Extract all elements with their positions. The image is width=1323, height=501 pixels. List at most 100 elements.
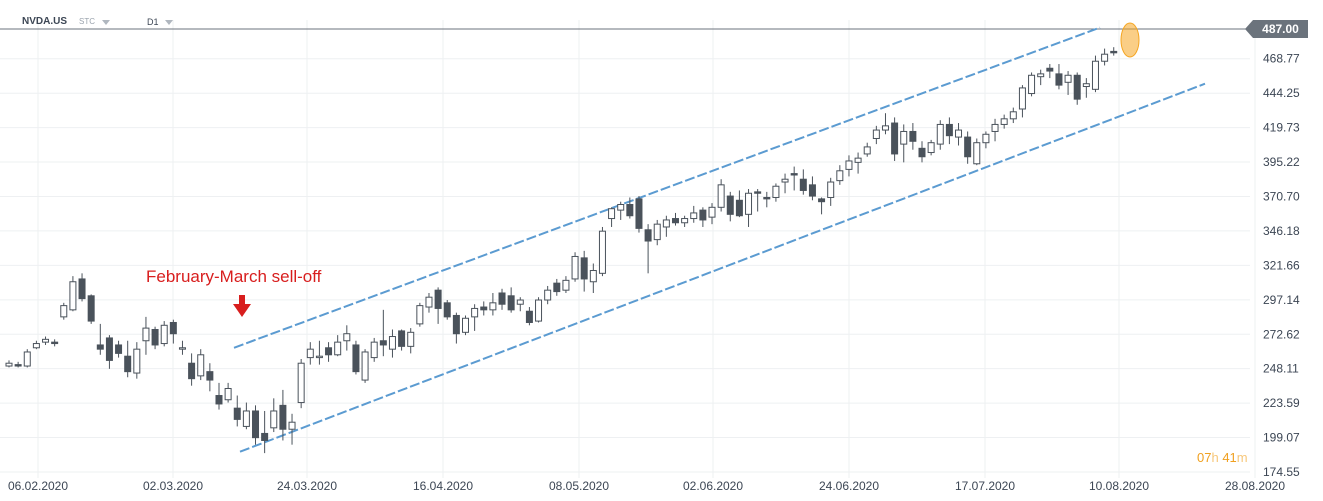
bull-candle-body bbox=[608, 208, 616, 220]
bull-candle-body bbox=[489, 302, 497, 311]
candle bbox=[151, 326, 159, 350]
y-tick-label: 174.55 bbox=[1263, 465, 1300, 479]
candle bbox=[745, 189, 753, 227]
bull-candle-body bbox=[927, 142, 935, 154]
candle bbox=[635, 196, 643, 233]
bear-candle-body bbox=[206, 371, 214, 381]
candle bbox=[334, 335, 342, 357]
candle bbox=[443, 300, 451, 320]
bear-candle-body bbox=[14, 364, 22, 367]
y-tick-label: 395.22 bbox=[1263, 155, 1300, 169]
bear-candle-body bbox=[1110, 50, 1118, 54]
candle bbox=[42, 336, 50, 345]
candle-timer: 07h 41m bbox=[1197, 450, 1248, 465]
bull-candle-body bbox=[69, 281, 77, 311]
candle bbox=[808, 176, 816, 201]
annotation-text: February-March sell-off bbox=[146, 267, 322, 286]
symbol-label[interactable]: NVDA.US bbox=[22, 16, 68, 27]
current-price-badge: 487.00 bbox=[1245, 20, 1308, 38]
bull-candle-body bbox=[471, 307, 479, 318]
bear-candle-body bbox=[644, 229, 652, 242]
candle bbox=[233, 395, 241, 427]
timer-hours: 07 bbox=[1197, 450, 1212, 465]
candle bbox=[845, 155, 853, 177]
candle bbox=[471, 304, 479, 331]
bear-candle-body bbox=[480, 306, 488, 311]
bull-candle-body bbox=[827, 181, 835, 198]
bear-candle-body bbox=[1046, 67, 1054, 72]
candle bbox=[142, 316, 150, 355]
candle bbox=[1073, 72, 1081, 105]
bear-candle-body bbox=[352, 344, 360, 373]
bull-candle-body bbox=[425, 296, 433, 308]
candle bbox=[462, 315, 469, 336]
candle bbox=[562, 276, 570, 293]
timeframe-label[interactable]: D1 bbox=[147, 17, 159, 27]
bull-candle-body bbox=[717, 184, 725, 208]
candle bbox=[288, 413, 296, 445]
bull-candle-body bbox=[160, 324, 168, 345]
x-tick-label: 08.05.2020 bbox=[549, 479, 609, 493]
bear-candle-body bbox=[379, 340, 387, 346]
bear-candle-body bbox=[51, 341, 59, 345]
bear-candle-body bbox=[87, 295, 95, 322]
chevron-down-icon[interactable] bbox=[102, 20, 110, 25]
bull-candle-body bbox=[1009, 111, 1017, 120]
bear-candle-body bbox=[818, 198, 826, 203]
candles bbox=[5, 47, 1118, 454]
candle bbox=[279, 389, 287, 441]
candle bbox=[681, 215, 689, 227]
candle bbox=[918, 141, 926, 163]
bull-candle-body bbox=[60, 305, 68, 318]
y-tick-label: 297.14 bbox=[1263, 293, 1300, 307]
candle bbox=[580, 250, 588, 292]
candle bbox=[1037, 69, 1045, 86]
bear-candle-body bbox=[580, 257, 588, 280]
bear-candle-body bbox=[452, 314, 460, 335]
candle bbox=[1028, 72, 1036, 97]
x-tick-label: 24.03.2020 bbox=[277, 479, 337, 493]
bear-candle-body bbox=[553, 282, 561, 293]
candle bbox=[717, 179, 725, 212]
candle bbox=[790, 166, 798, 191]
bear-candle-body bbox=[215, 395, 223, 405]
bull-candle-body bbox=[334, 341, 342, 356]
bull-candle-body bbox=[845, 160, 853, 170]
x-tick-label: 02.06.2020 bbox=[683, 479, 743, 493]
bull-candle-body bbox=[535, 299, 543, 322]
bull-candle-body bbox=[1028, 74, 1036, 95]
candle bbox=[416, 302, 424, 327]
candle bbox=[197, 349, 205, 381]
chevron-down-icon[interactable] bbox=[165, 20, 173, 25]
y-tick-label: 468.77 bbox=[1263, 52, 1300, 66]
candle bbox=[735, 190, 743, 218]
channel-upper-line bbox=[233, 26, 1101, 349]
bear-candle-body bbox=[434, 289, 442, 309]
bull-candle-body bbox=[462, 317, 469, 333]
chart-header: NVDA.US STC D1 bbox=[0, 0, 1323, 36]
candle bbox=[763, 191, 771, 208]
candle bbox=[571, 252, 579, 282]
y-tick-label: 444.25 bbox=[1263, 86, 1300, 100]
bear-candle-body bbox=[398, 330, 406, 347]
bear-candle-body bbox=[726, 195, 734, 215]
bull-candle-body bbox=[781, 178, 789, 183]
candle bbox=[370, 337, 378, 362]
bear-candle-body bbox=[252, 410, 260, 439]
bull-candle-body bbox=[288, 421, 296, 430]
y-tick-label: 321.66 bbox=[1263, 258, 1300, 272]
candle bbox=[398, 329, 406, 351]
bear-candle-body bbox=[96, 344, 104, 350]
candle bbox=[516, 297, 524, 312]
bear-candle-body bbox=[945, 123, 953, 137]
bear-candle-body bbox=[105, 337, 113, 361]
bull-candle-body bbox=[836, 170, 844, 182]
y-tick-label: 248.11 bbox=[1263, 362, 1299, 376]
x-tick-label: 17.07.2020 bbox=[955, 479, 1015, 493]
candle bbox=[315, 340, 323, 365]
candle bbox=[608, 207, 616, 227]
candle bbox=[352, 340, 360, 375]
candle bbox=[5, 360, 13, 368]
candle bbox=[124, 340, 132, 378]
